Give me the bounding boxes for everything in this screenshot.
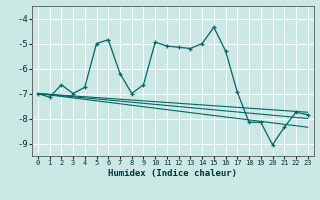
- X-axis label: Humidex (Indice chaleur): Humidex (Indice chaleur): [108, 169, 237, 178]
